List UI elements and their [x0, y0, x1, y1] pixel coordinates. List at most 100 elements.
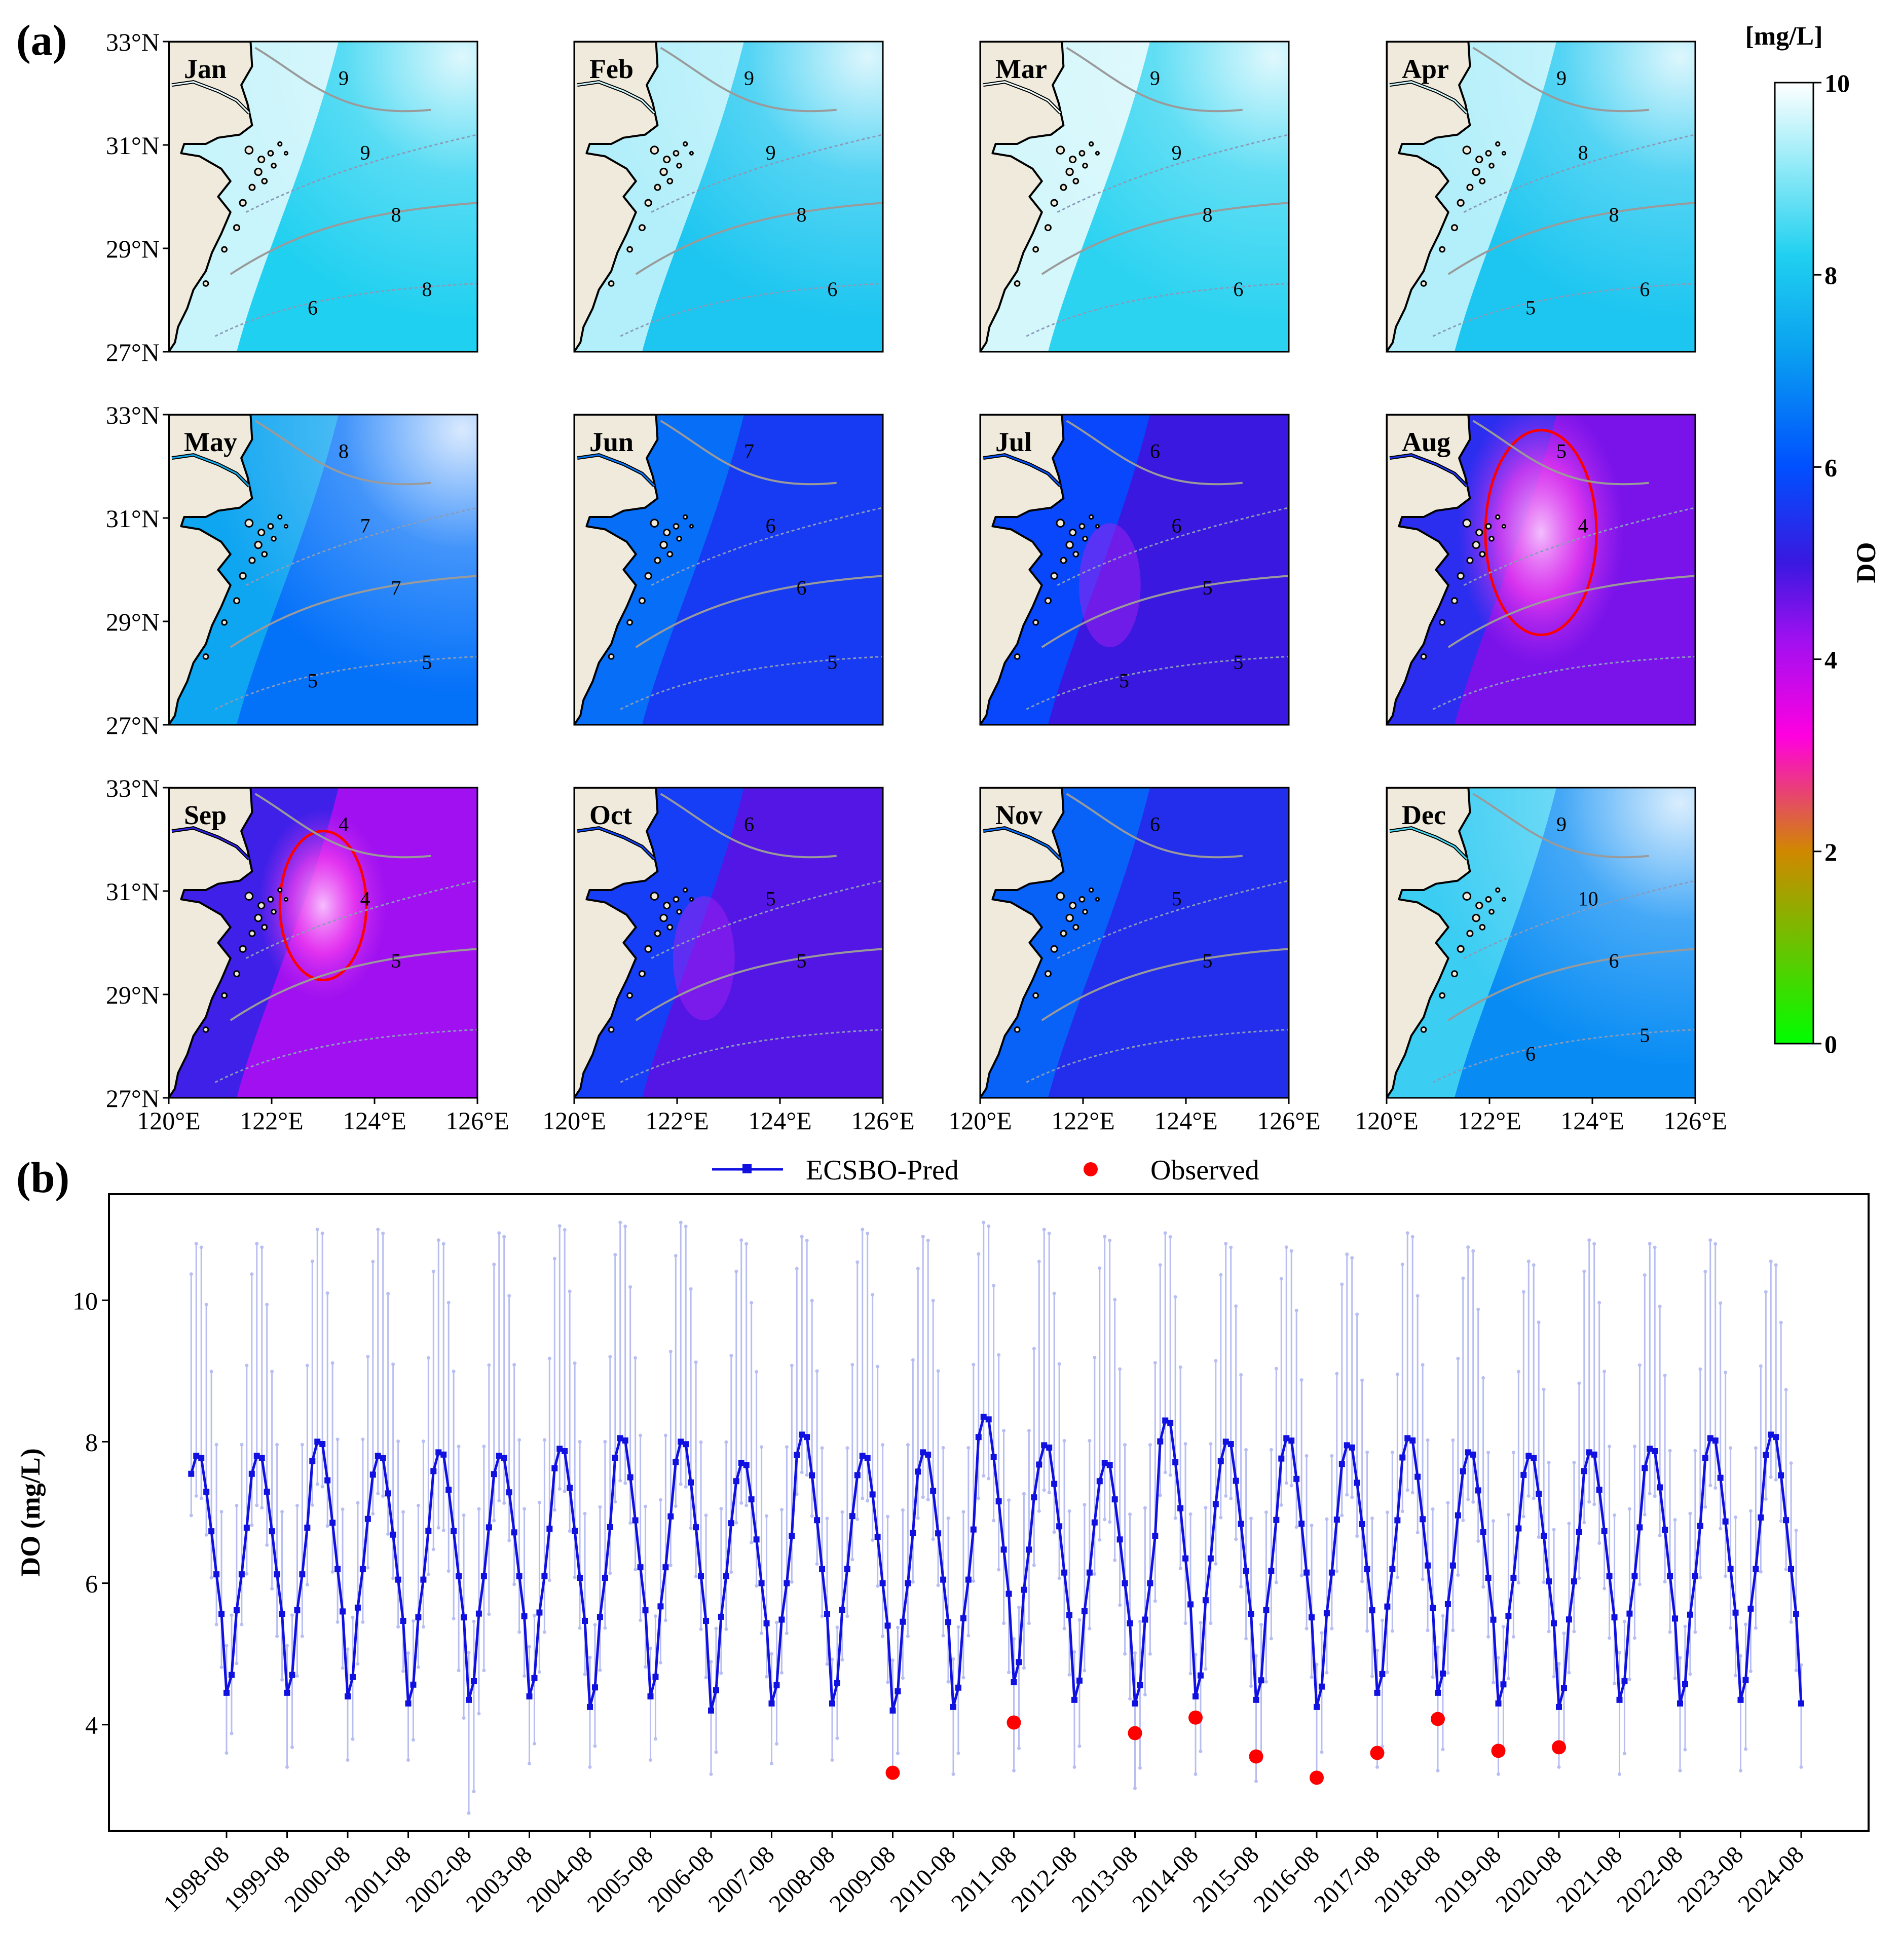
island: [1078, 150, 1086, 157]
pred-point: [248, 1470, 255, 1477]
range-upper-marker: [1259, 1622, 1263, 1626]
range-upper-marker: [946, 1516, 950, 1520]
pred-point: [1147, 1580, 1153, 1586]
range-upper-marker: [482, 1445, 486, 1449]
pred-point: [773, 1682, 780, 1688]
range-lower-marker: [1547, 1630, 1551, 1634]
range-upper-marker: [1083, 1503, 1087, 1507]
pred-point: [380, 1455, 386, 1461]
range-lower-marker: [1567, 1671, 1571, 1675]
range-upper-marker: [1456, 1356, 1460, 1360]
pred-point: [874, 1534, 881, 1540]
island: [673, 523, 680, 530]
pred-point: [784, 1580, 790, 1586]
pred-point: [920, 1449, 926, 1456]
contour-label: 9: [766, 141, 776, 164]
range-lower-marker: [1759, 1570, 1763, 1574]
range-lower-marker: [1194, 1772, 1198, 1776]
contour-label: 5: [827, 651, 837, 674]
do-contour: [651, 134, 883, 213]
range-lower-marker: [1153, 1599, 1157, 1603]
range-lower-marker: [1410, 1491, 1414, 1495]
range-lower-marker: [426, 1572, 430, 1576]
pred-point: [854, 1472, 861, 1478]
range-lower-marker: [1244, 1637, 1248, 1641]
do-contour: [1463, 880, 1695, 959]
range-upper-marker: [891, 1658, 895, 1662]
pred-point: [1000, 1546, 1007, 1553]
range-upper-marker: [1284, 1245, 1288, 1249]
range-lower-marker: [734, 1521, 738, 1525]
x-tick-label: 2022-08: [1612, 1841, 1688, 1917]
range-lower-marker: [452, 1616, 456, 1620]
range-upper-marker: [1542, 1387, 1546, 1391]
island: [1488, 909, 1495, 915]
range-upper-marker: [750, 1301, 754, 1305]
range-lower-marker: [552, 1508, 556, 1512]
contour-label: 5: [1556, 440, 1567, 463]
pred-point: [849, 1513, 855, 1520]
range-lower-marker: [568, 1529, 572, 1533]
range-lower-marker: [1224, 1494, 1228, 1498]
range-upper-marker: [850, 1363, 854, 1367]
range-lower-marker: [1345, 1493, 1349, 1497]
range-lower-marker: [1688, 1672, 1692, 1676]
pred-point: [1046, 1444, 1053, 1451]
low-do-tongue: [1078, 523, 1141, 647]
colorbar-ticks: 0 2 4 6 8 10: [1813, 69, 1850, 1058]
range-upper-marker: [1779, 1320, 1783, 1324]
range-lower-marker: [1516, 1581, 1520, 1585]
pred-point: [1692, 1573, 1698, 1579]
range-lower-marker: [1643, 1512, 1647, 1517]
map-frame: [1386, 414, 1696, 726]
range-lower-marker: [351, 1737, 355, 1741]
range-upper-marker: [1486, 1451, 1491, 1455]
range-lower-marker: [310, 1503, 314, 1507]
lat-tick-label: 27°N: [106, 1084, 160, 1113]
pred-point: [501, 1455, 507, 1461]
island: [1069, 528, 1077, 537]
island: [1082, 909, 1088, 915]
range-lower-marker: [1340, 1513, 1344, 1518]
range-lower-marker: [396, 1625, 400, 1629]
range-upper-marker: [502, 1235, 506, 1239]
x-tick-label: 2007-08: [703, 1841, 780, 1917]
pred-point: [1369, 1607, 1375, 1614]
range-lower-marker: [255, 1503, 259, 1507]
range-upper-marker: [734, 1270, 738, 1274]
range-upper-marker: [593, 1623, 597, 1627]
range-upper-marker: [1516, 1370, 1520, 1374]
range-upper-marker: [1143, 1506, 1147, 1510]
pred-point: [940, 1576, 947, 1583]
pred-point: [258, 1455, 265, 1461]
range-lower-marker: [709, 1772, 713, 1776]
pred-point: [1278, 1455, 1285, 1462]
range-upper-marker: [1673, 1518, 1677, 1522]
range-upper-marker: [436, 1238, 440, 1242]
pred-point: [1727, 1566, 1734, 1572]
island: [202, 653, 209, 660]
range-lower-marker: [946, 1680, 950, 1684]
x-tick-label: 2011-08: [946, 1841, 1022, 1916]
pred-point: [1016, 1659, 1022, 1666]
pred-point: [1475, 1487, 1481, 1494]
range-upper-marker: [462, 1513, 466, 1517]
lat-tick-label: 27°N: [106, 711, 160, 739]
pred-point: [1439, 1670, 1446, 1677]
island: [626, 992, 633, 999]
range-upper-marker: [578, 1439, 582, 1444]
range-upper-marker: [1168, 1235, 1172, 1239]
range-lower-marker: [1128, 1696, 1132, 1700]
range-upper-marker: [1627, 1507, 1631, 1511]
range-upper-marker: [1572, 1461, 1576, 1465]
month-label: Nov: [995, 800, 1042, 830]
pred-point: [1096, 1478, 1103, 1485]
range-upper-marker: [598, 1505, 602, 1509]
pred-point: [678, 1438, 684, 1445]
pred-point: [642, 1607, 649, 1614]
pred-point: [334, 1566, 341, 1572]
pred-point: [354, 1604, 361, 1611]
pred-point: [511, 1529, 517, 1536]
range-upper-marker: [1400, 1263, 1404, 1267]
range-lower-marker: [618, 1478, 622, 1483]
